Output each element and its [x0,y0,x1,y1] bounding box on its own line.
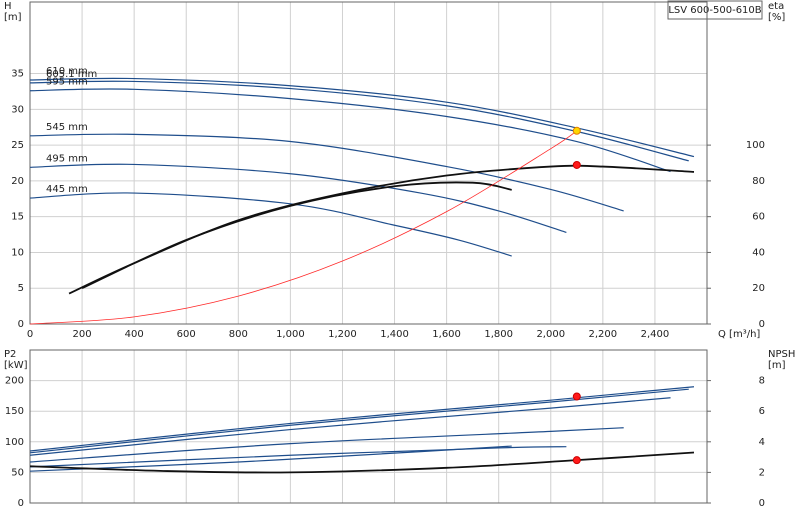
x-axis-label: Q [m³/h] [718,329,760,340]
plot-frame [29,1,708,325]
y2-axis-label: [m] [768,360,786,371]
x-tick-label: 2,000 [536,329,565,340]
curve-label: 545 mm [46,122,88,133]
curve-label: 595 mm [46,77,88,88]
y-tick-label: 50 [11,467,24,478]
x-tick-label: 2,200 [589,329,618,340]
y-tick-label: 15 [11,212,24,223]
operating-point [572,160,581,169]
curve [29,130,578,325]
curve [29,397,671,456]
curve-label: 610 mm [46,66,88,77]
curve-label: 495 mm [46,153,88,164]
y2-tick-label: 80 [752,176,765,187]
x-tick-label: 400 [125,329,144,340]
y2-tick-label: 6 [759,406,765,417]
x-tick-label: 2,400 [641,329,670,340]
title-box [667,0,763,20]
y2-tick-label: 4 [759,437,765,448]
curve [29,88,671,173]
y-tick-label: 20 [11,176,24,187]
curve [29,386,695,452]
y2-tick-label: 8 [759,376,765,387]
y2-axis-label: eta [768,1,784,12]
plot-frame [29,349,708,504]
x-tick-label: 200 [73,329,92,340]
curve [29,163,567,233]
curve-label: 445 mm [46,184,88,195]
y2-axis-label: [%] [768,12,785,23]
curve [29,80,689,162]
y2-tick-label: 20 [752,283,765,294]
operating-point [572,126,581,135]
x-tick-label: 1,800 [484,329,513,340]
curve [29,77,695,158]
curve [29,388,689,454]
x-tick-label: 0 [27,329,33,340]
curve [29,427,624,463]
curve [29,133,624,212]
curve [29,445,512,472]
y-axis-label: P2 [4,349,16,360]
chart-title: LSV 600-500-610B [668,5,761,16]
y-tick-label: 25 [11,140,24,151]
y-tick-label: 0 [18,319,24,330]
y-axis-label: [m] [4,12,22,23]
y-tick-label: 100 [5,437,24,448]
y2-tick-label: 2 [759,467,765,478]
curve [29,446,567,468]
y2-tick-label: 0 [759,319,765,330]
y-tick-label: 35 [11,69,24,80]
y-tick-label: 5 [18,283,24,294]
x-tick-label: 800 [229,329,248,340]
y2-axis-label: NPSH [768,349,795,360]
y-axis-label: [kW] [4,360,28,371]
y2-tick-label: 40 [752,247,765,258]
x-tick-label: 1,200 [328,329,357,340]
y-tick-label: 10 [11,247,24,258]
y2-tick-label: 0 [759,498,765,509]
x-tick-label: 1,600 [432,329,461,340]
y2-tick-label: 60 [752,212,765,223]
curve [81,181,512,290]
x-tick-label: 1,400 [380,329,409,340]
y-tick-label: 0 [18,498,24,509]
operating-point [572,392,581,401]
y-axis-label: H [4,1,12,12]
x-tick-label: 1,000 [276,329,305,340]
y-tick-label: 30 [11,104,24,115]
y-tick-label: 150 [5,406,24,417]
curve-label: 605.1 mm [46,69,97,80]
curve [29,192,512,257]
operating-point [572,456,581,465]
y-tick-label: 200 [5,376,24,387]
x-tick-label: 600 [177,329,196,340]
y2-tick-label: 100 [746,140,765,151]
